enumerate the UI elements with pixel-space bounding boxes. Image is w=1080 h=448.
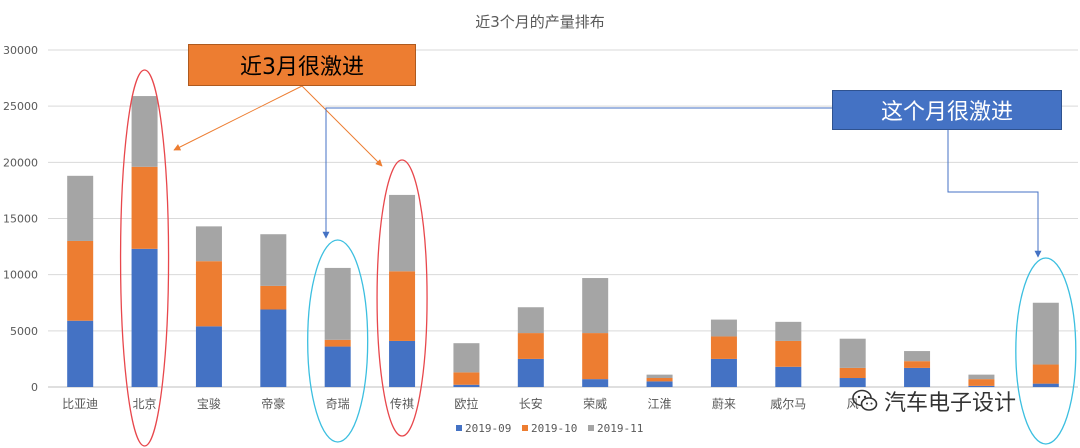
bar-segment-2019-10 (839, 367, 866, 379)
x-tick-label: 比亚迪 (62, 397, 98, 411)
x-tick-label: 荣威 (583, 397, 607, 411)
y-tick-label: 15000 (3, 213, 38, 226)
watermark-text: 汽车电子设计 (884, 391, 1017, 416)
bar-segment-2019-10 (968, 379, 995, 386)
blue-callout-text: 这个月很激进 (880, 100, 1013, 125)
y-tick-label: 25000 (3, 100, 38, 113)
bar-segment-2019-10 (67, 240, 94, 321)
x-tick-label: 蔚来 (712, 397, 736, 411)
x-tick-label: 宝骏 (197, 397, 221, 411)
y-tick-label: 0 (31, 381, 38, 394)
x-tick-label: 风 (847, 397, 859, 411)
y-tick-label: 5000 (10, 325, 38, 338)
legend-label: 2019-09 (465, 422, 511, 435)
bar-segment-2019-09 (904, 367, 931, 387)
bar-segment-2019-09 (646, 381, 673, 387)
x-axis-labels: 比亚迪 北京 宝骏 帝豪 奇瑞 传祺 欧拉 长安 荣威 江淮 蔚来 威尔马 风 (62, 396, 859, 411)
bar-segment-2019-10 (453, 372, 480, 385)
bar-segment-2019-10 (710, 336, 737, 359)
x-tick-label: 奇瑞 (326, 397, 350, 411)
bar-segment-2019-09 (582, 379, 609, 387)
blue-callout-box: 这个月很激进 (832, 90, 1062, 130)
x-tick-label: 北京 (133, 397, 157, 411)
bar-segment-2019-09 (324, 346, 351, 387)
bar-segment-2019-11 (968, 374, 995, 380)
legend-label: 2019-11 (597, 422, 643, 435)
bar-segment-2019-09 (968, 385, 995, 387)
bar-segment-2019-11 (1032, 302, 1059, 365)
y-tick-label: 30000 (3, 44, 38, 57)
blue-arrow-left (322, 107, 832, 239)
bar-segment-2019-10 (389, 271, 416, 341)
legend: 2019-09 2019-10 2019-11 (456, 422, 643, 435)
legend-label: 2019-10 (531, 422, 577, 435)
x-tick-label: 长安 (519, 396, 543, 411)
bar-segment-2019-09 (67, 320, 94, 387)
bar-segment-2019-09 (1032, 383, 1059, 387)
bar-segment-2019-10 (646, 378, 673, 382)
x-tick-label: 威尔马 (770, 396, 806, 411)
orange-callout-text: 近3月很激进 (240, 55, 364, 80)
blue-arrow-right (947, 130, 1042, 258)
red-ellipse-beijing (119, 69, 170, 447)
bar-segment-2019-10 (131, 166, 158, 249)
x-tick-label: 帝豪 (261, 396, 285, 411)
bar-segment-2019-11 (517, 307, 544, 334)
watermark: 汽车电子设计 (852, 386, 1016, 416)
bar-segment-2019-11 (582, 278, 609, 334)
bar-segment-2019-10 (324, 339, 351, 347)
legend-swatch (522, 425, 528, 431)
bars (67, 96, 1059, 387)
y-axis-ticks: 0 5000 10000 15000 20000 25000 30000 (3, 44, 38, 394)
bar-segment-2019-09 (710, 358, 737, 387)
bar-segment-2019-10 (195, 261, 222, 327)
chart-title: 近3个月的产量排布 (475, 13, 605, 31)
bar-segment-2019-10 (517, 333, 544, 359)
bar-segment-2019-10 (260, 285, 287, 310)
x-tick-label: 江淮 (648, 397, 672, 411)
bar-segment-2019-09 (775, 366, 802, 387)
wechat-icon (852, 389, 878, 411)
cyan-ellipse-qirui (307, 239, 369, 443)
bar-segment-2019-09 (453, 384, 480, 387)
bar-segment-2019-11 (710, 319, 737, 337)
bar-segment-2019-10 (1032, 364, 1059, 384)
bar-segment-2019-11 (195, 226, 222, 262)
bar-segment-2019-09 (195, 326, 222, 387)
bar-segment-2019-11 (260, 234, 287, 286)
x-tick-label: 传祺 (390, 396, 414, 411)
bar-segment-2019-10 (582, 333, 609, 380)
bar-segment-2019-09 (260, 309, 287, 387)
bar-segment-2019-11 (646, 374, 673, 379)
legend-swatch (588, 425, 594, 431)
legend-swatch (456, 425, 462, 431)
orange-callout-box: 近3月很激进 (188, 44, 416, 86)
bar-segment-2019-11 (904, 351, 931, 362)
bar-segment-2019-11 (453, 343, 480, 373)
bar-segment-2019-11 (131, 96, 158, 167)
bar-segment-2019-11 (839, 338, 866, 368)
annotation-marks (119, 69, 1077, 447)
bar-segment-2019-09 (839, 378, 866, 387)
cyan-ellipse-last (1015, 257, 1077, 445)
bar-segment-2019-09 (389, 340, 416, 387)
bar-segment-2019-11 (389, 194, 416, 272)
bar-segment-2019-11 (67, 175, 94, 241)
orange-arrow-right (301, 85, 383, 167)
red-ellipse-chuanqi (376, 159, 428, 437)
orange-arrow-left (173, 85, 303, 151)
bar-segment-2019-11 (324, 267, 351, 340)
bar-segment-2019-10 (775, 340, 802, 367)
bar-segment-2019-09 (131, 248, 158, 387)
bar-segment-2019-11 (775, 321, 802, 341)
y-tick-label: 10000 (3, 269, 38, 282)
bar-segment-2019-10 (904, 361, 931, 368)
bar-segment-2019-09 (517, 358, 544, 387)
y-tick-label: 20000 (3, 156, 38, 169)
x-tick-label: 欧拉 (454, 396, 478, 411)
